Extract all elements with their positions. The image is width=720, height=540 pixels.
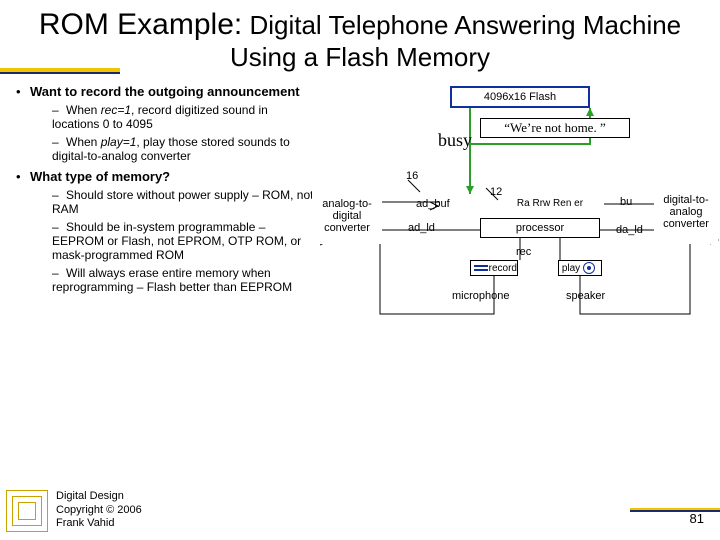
footer-l1: Digital Design bbox=[56, 490, 142, 503]
processor-box: processor bbox=[480, 218, 600, 238]
microphone-label: microphone bbox=[452, 290, 509, 302]
quote-box: “We’re not home. ” bbox=[480, 118, 630, 138]
speaker-label: speaker bbox=[566, 290, 605, 302]
sub-2-1: –Should store without power supply – ROM… bbox=[52, 188, 316, 216]
record-badge: record bbox=[470, 260, 518, 276]
play-icon bbox=[583, 262, 595, 274]
content-area: • Want to record the outgoing announceme… bbox=[0, 84, 720, 504]
corner-logo bbox=[6, 490, 48, 532]
bus16-label: 16 bbox=[406, 170, 418, 182]
left-column: • Want to record the outgoing announceme… bbox=[16, 84, 316, 298]
adbuf-label: ad_buf bbox=[416, 198, 450, 210]
sub-2-3: –Will always erase entire memory when re… bbox=[52, 266, 316, 294]
title-rest: Digital Telephone Answering Machine Usin… bbox=[230, 10, 681, 72]
play-badge: play bbox=[558, 260, 602, 276]
dald-label: da_ld bbox=[616, 224, 643, 236]
sub-2-2: –Should be in-system programmable – EEPR… bbox=[52, 220, 316, 262]
dac-box: digital-to-analog converter bbox=[654, 180, 718, 244]
rarrw-label: Ra Rrw Ren er bbox=[500, 194, 600, 212]
page-number: 81 bbox=[690, 511, 704, 526]
footer-l2: Copyright © 2006 bbox=[56, 504, 142, 517]
title-accent bbox=[0, 68, 120, 74]
bu-label: bu bbox=[620, 196, 632, 208]
flash-box: 4096x16 Flash bbox=[450, 86, 590, 108]
bullet-1: • Want to record the outgoing announceme… bbox=[16, 84, 316, 99]
footer-accent bbox=[630, 508, 720, 512]
diagram: 4096x16 Flash “We’re not home. ” busy an… bbox=[320, 84, 720, 384]
bullet-2: • What type of memory? bbox=[16, 169, 316, 184]
footer-l3: Frank Vahid bbox=[56, 517, 142, 530]
adld-label: ad_ld bbox=[408, 222, 435, 234]
title-pre: ROM Example: bbox=[39, 8, 242, 41]
adc-box: analog-to-digital converter bbox=[312, 188, 382, 244]
record-label: record bbox=[489, 263, 517, 274]
bus12-label: 12 bbox=[490, 186, 502, 198]
footer: Digital Design Copyright © 2006 Frank Va… bbox=[56, 490, 142, 530]
play-label: play bbox=[562, 263, 580, 274]
record-icon bbox=[474, 263, 486, 273]
sub-1-1: –When rec=1, record digitized sound in l… bbox=[52, 103, 316, 131]
bullet-1-text: Want to record the outgoing announcement bbox=[30, 84, 300, 99]
busy-label: busy bbox=[438, 130, 472, 151]
slide-title: ROM Example: Digital Telephone Answering… bbox=[0, 0, 720, 72]
sub-1-2: –When play=1, play those stored sounds t… bbox=[52, 135, 316, 163]
rec-top-label: rec bbox=[516, 246, 531, 258]
bullet-2-text: What type of memory? bbox=[30, 169, 170, 184]
